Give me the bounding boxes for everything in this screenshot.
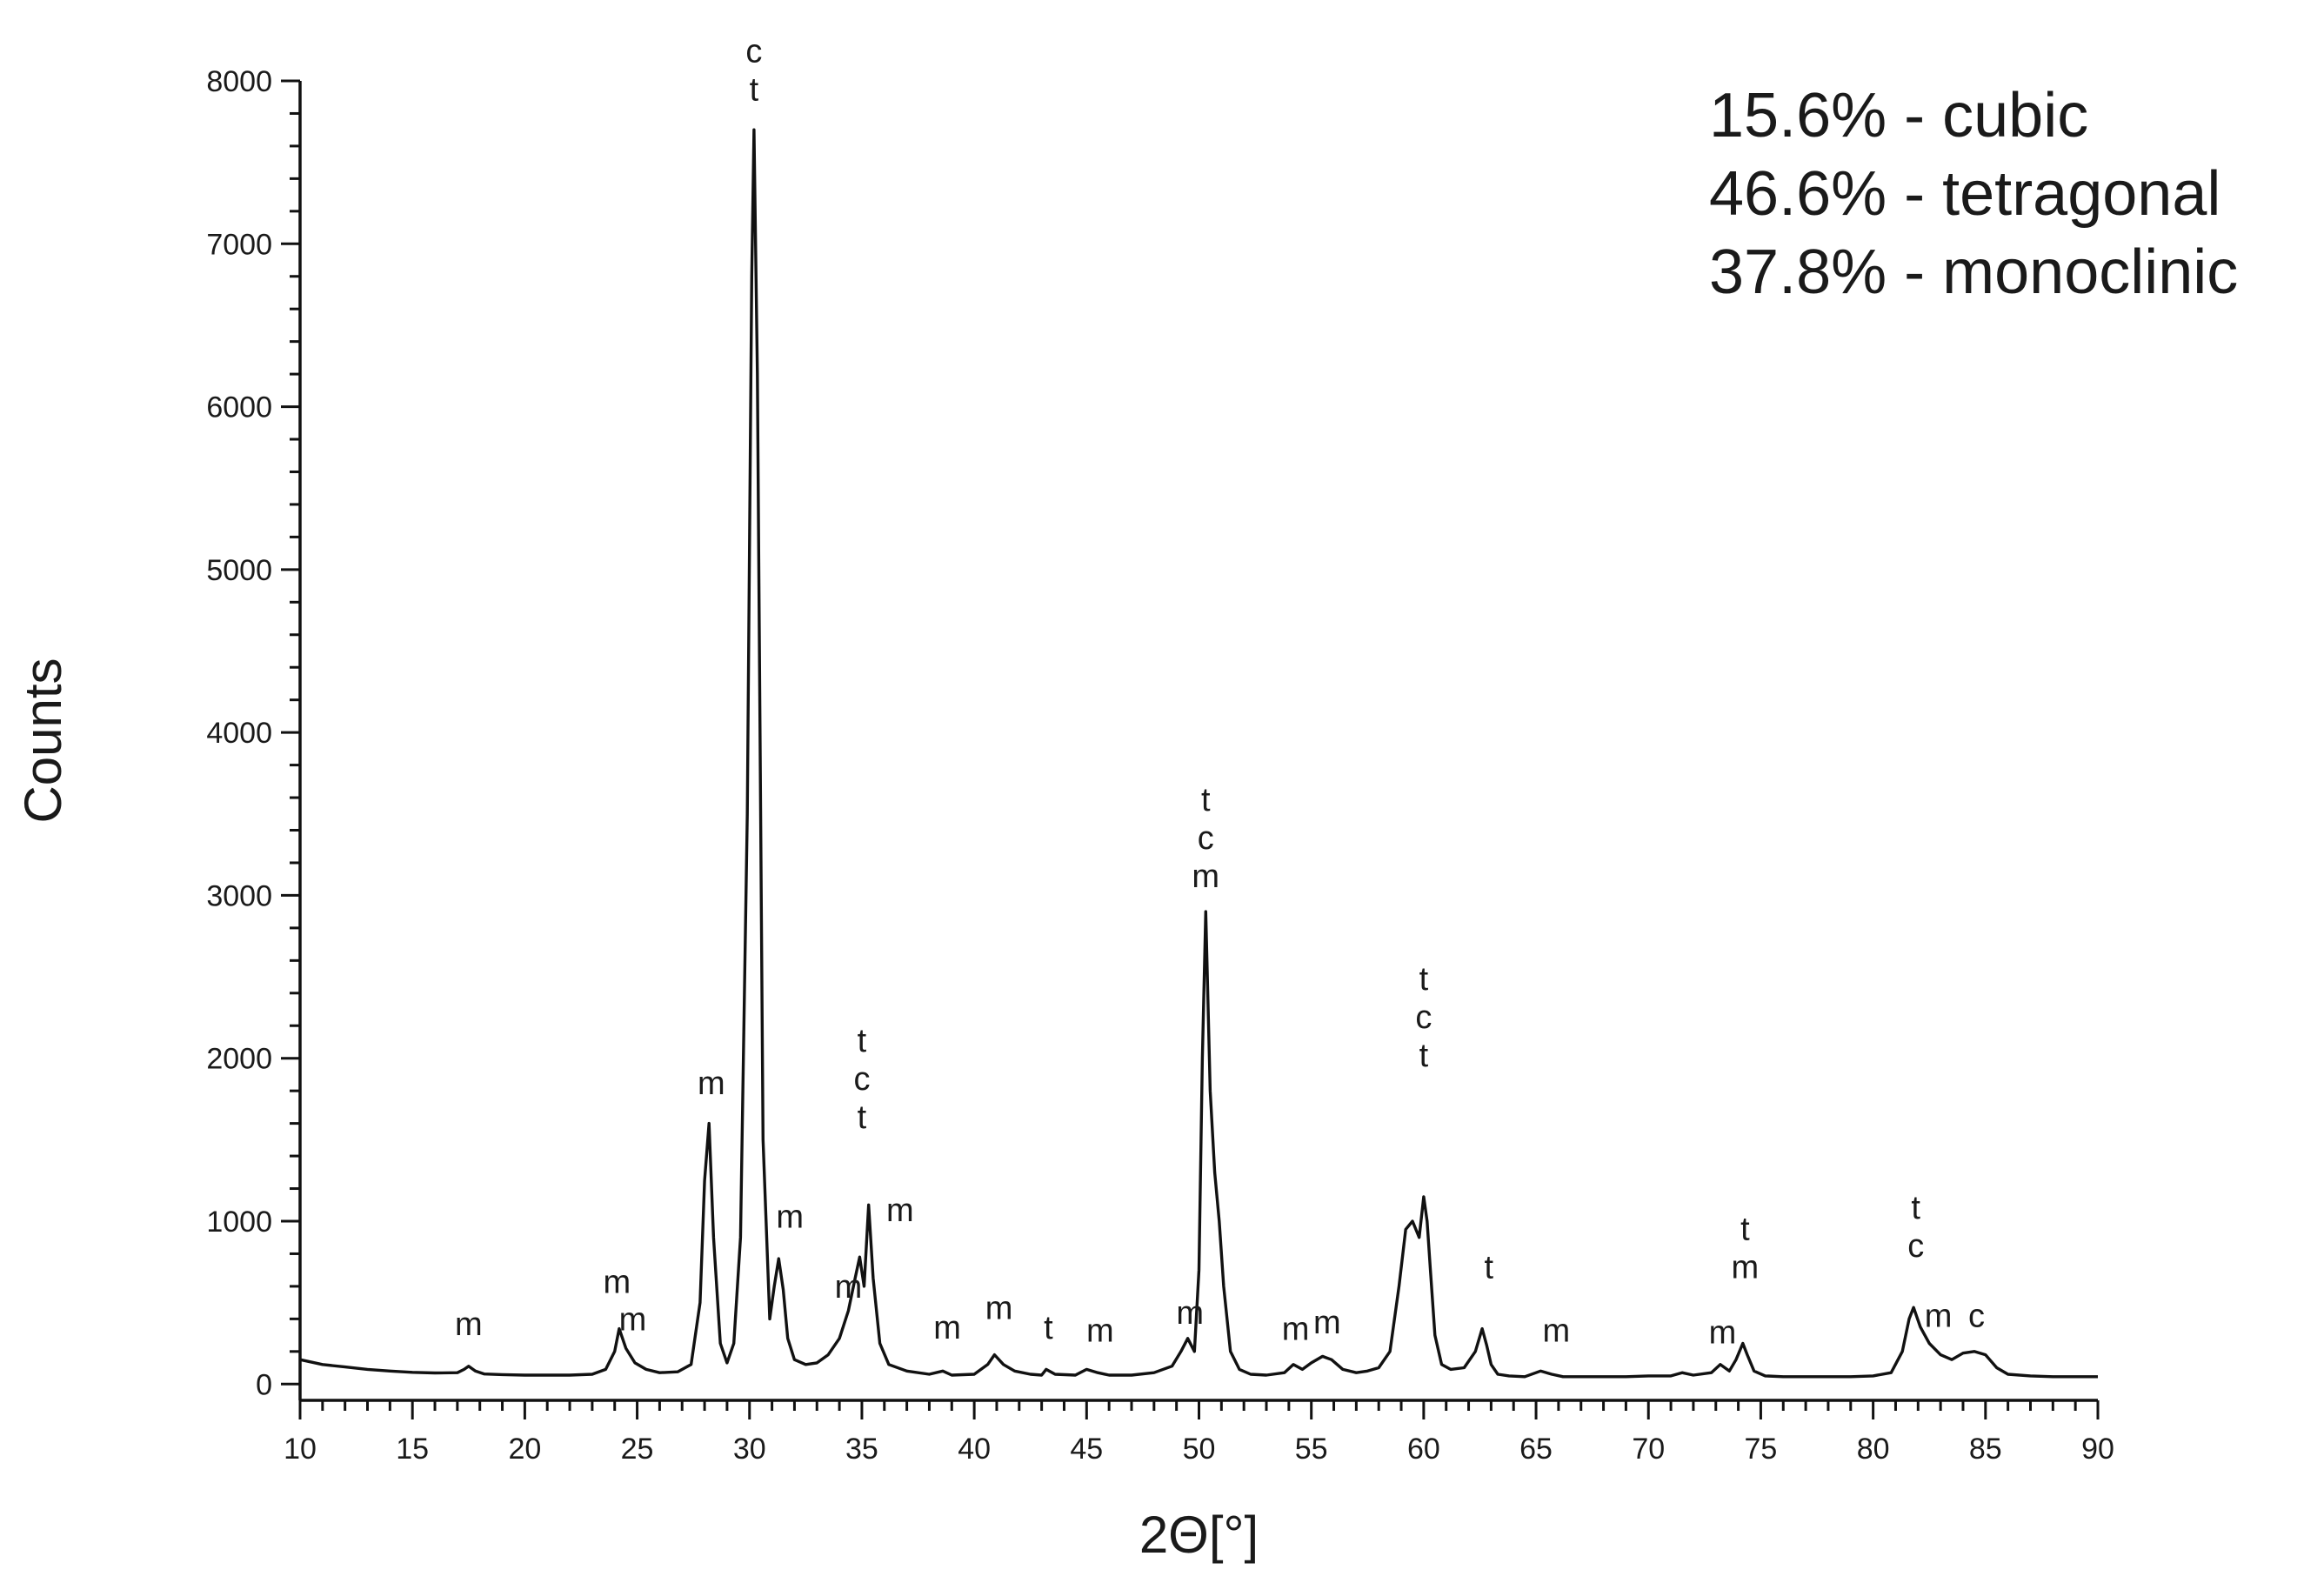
peak-label-m: m [985,1290,1013,1326]
x-tick-label: 60 [1407,1433,1440,1466]
peak-label-t: t [1740,1212,1750,1248]
x-tick-label: 90 [2081,1433,2114,1466]
peak-label-m: m [1086,1313,1114,1350]
peak-label-m: m [886,1192,914,1229]
x-tick-label: 25 [621,1433,654,1466]
peak-label-c: c [745,33,762,70]
peak-label-c: c [853,1061,870,1098]
y-tick-label: 7000 [206,228,272,261]
y-tick-label: 4000 [206,717,272,750]
peak-label-m: m [1709,1314,1737,1351]
x-tick-label: 10 [284,1433,317,1466]
peak-label-t: t [858,1099,867,1136]
peak-label-m: m [1192,858,1219,895]
peak-label-m: m [1176,1295,1204,1332]
ticks [281,79,2100,1419]
diffraction-pattern-line [299,128,2098,1379]
peak-label-c: c [1968,1299,1985,1335]
legend-entry-cubic: 15.6% - cubic [1709,81,2088,150]
peak-label-m: m [933,1310,961,1346]
peak-label-m: m [698,1065,725,1102]
x-axis-title: 2Θ[°] [1139,1506,1259,1564]
y-tick-label: 1000 [206,1206,272,1239]
peak-label-m: m [1313,1305,1341,1341]
peak-label-c: c [1198,820,1214,857]
x-tick-label: 70 [1632,1433,1665,1466]
x-tick-label: 20 [508,1433,541,1466]
legend-entry-tetragonal: 46.6% - tetragonal [1709,159,2220,229]
y-axis-title: Counts [14,658,72,823]
peak-label-m: m [1925,1299,1953,1335]
peak-label-t: t [1044,1310,1053,1346]
peak-label-m: m [1282,1312,1310,1348]
y-tick-label: 6000 [206,391,272,424]
legend-entry-monoclinic: 37.8% - monoclinic [1709,237,2238,307]
y-tick-label: 8000 [206,65,272,98]
tick-labels: 10 15 20 25 30 35 40 45 50 55 60 65 70 75 80 85 90 0 1000 2… [206,65,2114,1466]
peak-label-t: t [750,71,759,108]
y-tick-label: 2000 [206,1043,272,1076]
phase-fractions-legend: 15.6% - cubic 46.6% - tetragonal 37.8% -… [1709,81,2238,307]
x-tick-label: 35 [845,1433,878,1466]
x-tick-label: 45 [1070,1433,1103,1466]
peak-label-t: t [1419,961,1429,998]
x-tick-label: 40 [958,1433,991,1466]
peak-label-t: t [1419,1038,1429,1074]
y-tick-label: 5000 [206,554,272,587]
peak-label-m: m [619,1301,647,1338]
peak-label-t: t [1201,782,1211,818]
peak-label-m: m [1732,1250,1760,1286]
x-tick-label: 15 [396,1433,429,1466]
x-tick-label: 30 [733,1433,766,1466]
peak-label-c: c [1415,999,1432,1036]
x-tick-label: 80 [1857,1433,1890,1466]
x-tick-label: 50 [1183,1433,1216,1466]
x-tick-label: 75 [1745,1433,1778,1466]
peak-label-t: t [1485,1250,1494,1286]
y-tick-label: 3000 [206,879,272,912]
peak-label-m: m [603,1264,631,1300]
peak-label-m: m [835,1269,863,1306]
peak-label-m: m [1542,1313,1570,1350]
peak-label-m: m [455,1306,483,1343]
y-tick-label: 0 [256,1368,272,1401]
peak-label-c: c [1907,1228,1924,1265]
peak-label-m: m [776,1199,804,1235]
x-tick-label: 65 [1519,1433,1553,1466]
x-tick-label: 55 [1295,1433,1328,1466]
peak-label-t: t [858,1023,867,1059]
x-tick-label: 85 [1969,1433,2002,1466]
peak-label-t: t [1911,1190,1920,1226]
